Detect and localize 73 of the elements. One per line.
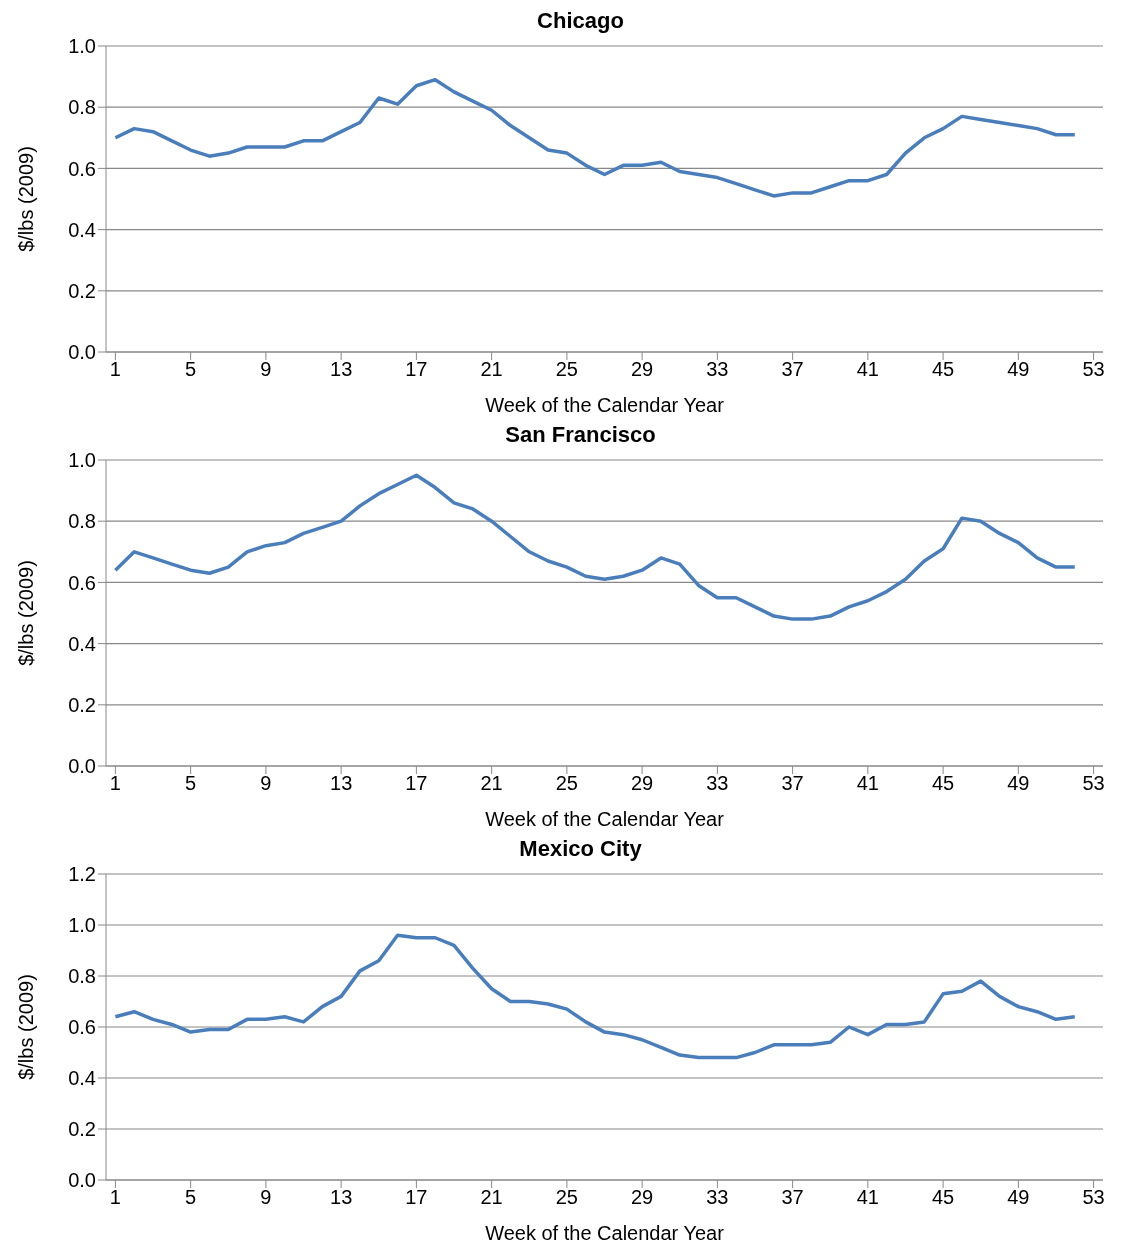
y-tick-label: 0.0 (68, 1169, 96, 1192)
x-tick-label: 33 (706, 1186, 729, 1209)
x-tick-label: 53 (1082, 358, 1105, 381)
y-axis-title: $/lbs (2009) (15, 146, 38, 252)
y-tick-label: 1.0 (68, 35, 96, 58)
x-tick-label: 1 (109, 1186, 121, 1209)
x-tick-label: 13 (330, 772, 353, 795)
x-tick-label: 13 (330, 358, 353, 381)
x-tick-label: 37 (781, 1186, 804, 1209)
x-tick-label: 21 (480, 358, 503, 381)
x-tick-label: 9 (260, 358, 272, 381)
x-tick-label: 9 (260, 772, 272, 795)
line-series (113, 933, 1077, 1060)
x-tick-label: 41 (856, 772, 879, 795)
x-tick-label: 29 (631, 772, 654, 795)
x-tick-label: 41 (856, 1186, 879, 1209)
x-tick-label: 49 (1007, 1186, 1030, 1209)
y-tick-label: 0.2 (68, 279, 96, 302)
y-tick-label: 0.6 (68, 1016, 96, 1039)
x-tick-label: 25 (555, 772, 578, 795)
chart-title: San Francisco (504, 422, 657, 449)
x-tick-label: 25 (555, 358, 578, 381)
x-tick-label: 21 (480, 772, 503, 795)
x-tick-label: 21 (480, 1186, 503, 1209)
line-series (113, 473, 1077, 621)
x-axis-title: Week of the Calendar Year (485, 808, 725, 830)
x-tick-label: 53 (1082, 1186, 1105, 1209)
x-tick-label: 45 (931, 358, 955, 381)
x-tick-label: 1 (109, 358, 121, 381)
y-tick-label: 0.0 (68, 341, 96, 364)
y-tick-label: 0.6 (68, 571, 96, 594)
y-tick-label: 1.0 (68, 449, 96, 472)
x-tick-label: 53 (1082, 772, 1105, 795)
y-axis-title: $/lbs (2009) (15, 560, 38, 666)
x-tick-label: 45 (931, 772, 955, 795)
x-tick-label: 45 (931, 1186, 955, 1209)
y-tick-label: 0.4 (68, 1067, 96, 1090)
y-tick-label: 0.0 (68, 755, 96, 778)
x-tick-label: 17 (405, 1186, 428, 1209)
x-tick-label: 17 (405, 772, 428, 795)
x-tick-label: 49 (1007, 772, 1030, 795)
x-tick-label: 5 (185, 772, 197, 795)
x-tick-label: 29 (631, 358, 654, 381)
x-tick-label: 33 (706, 358, 729, 381)
y-tick-label: 0.6 (68, 157, 96, 180)
x-tick-label: 9 (260, 1186, 272, 1209)
y-tick-label: 0.2 (68, 693, 96, 716)
y-tick-label: 0.8 (68, 96, 96, 119)
x-tick-label: 41 (856, 358, 879, 381)
y-tick-label: 1.0 (68, 914, 96, 937)
chart-title: Mexico City (518, 836, 643, 863)
chart-title: Chicago (536, 8, 625, 35)
x-tick-label: 1 (109, 772, 121, 795)
y-tick-label: 1.2 (68, 863, 96, 886)
x-axis-title: Week of the Calendar Year (485, 1222, 725, 1244)
x-tick-label: 5 (185, 1186, 197, 1209)
y-axis-title: $/lbs (2009) (15, 974, 38, 1080)
x-tick-label: 29 (631, 1186, 654, 1209)
x-tick-label: 49 (1007, 358, 1030, 381)
x-tick-label: 13 (330, 1186, 353, 1209)
x-tick-label: 5 (185, 358, 197, 381)
y-tick-label: 0.8 (68, 965, 96, 988)
x-tick-label: 17 (405, 358, 428, 381)
x-tick-label: 37 (781, 772, 804, 795)
y-tick-label: 0.8 (68, 510, 96, 533)
y-tick-label: 0.2 (68, 1118, 96, 1141)
x-tick-label: 37 (781, 358, 804, 381)
x-tick-label: 33 (706, 772, 729, 795)
x-tick-label: 25 (555, 1186, 578, 1209)
y-tick-label: 0.4 (68, 632, 96, 655)
line-series (113, 77, 1077, 198)
x-axis-title: Week of the Calendar Year (485, 394, 725, 416)
y-tick-label: 0.4 (68, 218, 96, 241)
